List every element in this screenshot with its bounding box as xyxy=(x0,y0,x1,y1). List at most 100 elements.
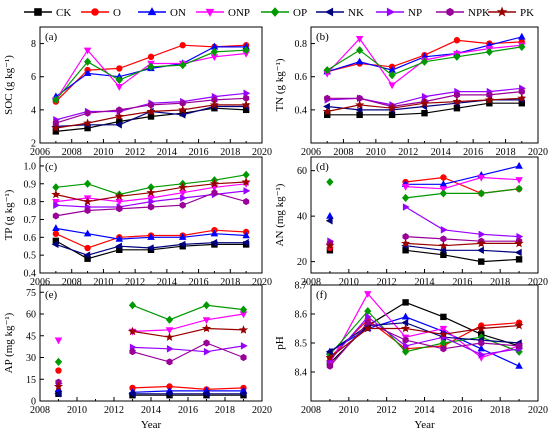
data-point-pk xyxy=(83,196,93,206)
x-tick-label: 2010 xyxy=(93,147,113,158)
data-point-np xyxy=(243,187,251,195)
data-point-on xyxy=(242,231,250,239)
data-point-on xyxy=(515,161,523,169)
data-point-pk xyxy=(83,118,93,128)
data-point-npk xyxy=(116,205,123,213)
data-point-npk xyxy=(84,109,91,117)
x-tick-label: 2016 xyxy=(463,147,483,158)
series-onp xyxy=(54,311,248,345)
x-tick-label: 2020 xyxy=(528,277,548,288)
series-line-op xyxy=(329,310,520,355)
y-tick-label: 0.6 xyxy=(24,233,37,244)
series-ck xyxy=(324,100,525,119)
data-point-np xyxy=(402,203,410,211)
data-point-onp xyxy=(388,82,396,90)
series-pk xyxy=(51,100,251,132)
data-point-npk xyxy=(166,358,173,366)
y-axis-label: AP (mg kg⁻¹) xyxy=(3,312,15,373)
x-tick-label: 2010 xyxy=(366,147,386,158)
data-point-op xyxy=(401,347,410,356)
data-point-np xyxy=(421,92,429,101)
data-point-pk xyxy=(476,323,486,333)
data-point-op xyxy=(356,46,364,55)
series-line-onp xyxy=(405,176,520,190)
data-point-pk xyxy=(363,323,373,333)
panel-label: (f) xyxy=(316,289,327,301)
data-point-nk xyxy=(54,390,62,398)
series-line-npk xyxy=(329,321,520,367)
data-point-np xyxy=(180,194,187,202)
data-point-op xyxy=(242,46,250,55)
panel-b: 2006 2008 2010 2012 2014 2016 2018 2020 0.4 0.6 0.… xyxy=(274,26,548,158)
series-on xyxy=(326,161,523,219)
x-tick-label: 2014 xyxy=(141,405,161,416)
series-on xyxy=(52,224,250,242)
data-point-nk xyxy=(51,240,59,249)
x-tick-label: 2016 xyxy=(189,277,209,288)
data-point-pk xyxy=(325,240,335,250)
data-point-ck xyxy=(440,313,447,321)
data-point-np xyxy=(243,89,251,98)
data-point-pk xyxy=(209,178,219,188)
y-tick-label: 20 xyxy=(297,257,307,268)
data-point-nk xyxy=(439,246,447,254)
data-point-onp xyxy=(54,337,63,345)
series-line-onp xyxy=(329,292,520,364)
x-tick-label: 2016 xyxy=(452,277,472,288)
x-tick-label: 2008 xyxy=(62,277,82,288)
data-point-onp xyxy=(515,177,523,184)
plot-frame xyxy=(310,156,539,274)
data-point-npk xyxy=(402,336,409,344)
series-op xyxy=(326,177,523,203)
data-point-op xyxy=(364,306,372,316)
y-tick-label: 0.6 xyxy=(295,72,308,83)
x-tick-label: 2014 xyxy=(415,405,435,416)
series-op xyxy=(323,42,526,80)
data-point-onp xyxy=(178,190,187,197)
series-line-np xyxy=(132,345,244,353)
legend-label-nk: NK xyxy=(348,7,364,19)
data-point-np xyxy=(148,197,156,206)
panel-label: (c) xyxy=(45,161,58,173)
data-point-op xyxy=(128,301,137,310)
x-tick-label: 2010 xyxy=(339,277,359,288)
series-pk xyxy=(325,320,524,362)
data-point-npk xyxy=(440,345,447,353)
legend-marker-nk xyxy=(325,7,334,17)
data-point-pk xyxy=(146,106,156,116)
series-line-nk xyxy=(405,245,520,254)
x-tick-label: 2016 xyxy=(178,405,198,416)
x-tick-label: 2018 xyxy=(490,277,510,288)
data-point-nk xyxy=(477,246,484,254)
panel-label: (a) xyxy=(45,31,58,43)
legend-label-o: O xyxy=(113,7,121,19)
data-point-op xyxy=(52,183,60,192)
data-point-on xyxy=(147,233,155,240)
data-point-pk xyxy=(114,111,124,121)
plot-frame xyxy=(39,284,263,402)
data-point-op xyxy=(388,70,396,80)
x-tick-label: 2012 xyxy=(377,277,397,288)
data-point-np xyxy=(478,230,486,239)
x-tick-label: 2012 xyxy=(398,147,418,158)
data-point-on xyxy=(83,69,92,76)
legend-entry-onp: ONP xyxy=(196,7,250,19)
y-axis-label: SOC (g kg⁻¹) xyxy=(3,55,15,115)
x-tick-label: 2012 xyxy=(104,405,124,416)
data-point-pk xyxy=(178,182,188,192)
data-point-pk xyxy=(114,191,124,201)
data-point-npk xyxy=(52,212,59,220)
series-op xyxy=(52,46,250,105)
x-tick-label: 2008 xyxy=(30,405,50,416)
data-point-on xyxy=(355,57,364,65)
x-tick-label: 2020 xyxy=(252,147,272,158)
y-tick-label: 4 xyxy=(31,105,36,116)
data-point-pk xyxy=(146,188,156,197)
legend-marker-op xyxy=(270,7,280,17)
data-point-op xyxy=(242,170,250,179)
y-tick-label: 8.4 xyxy=(295,368,308,379)
y-tick-label: 15 xyxy=(26,375,36,386)
data-point-npk xyxy=(147,203,155,211)
series-line-o xyxy=(329,319,520,358)
data-point-o xyxy=(84,244,91,252)
